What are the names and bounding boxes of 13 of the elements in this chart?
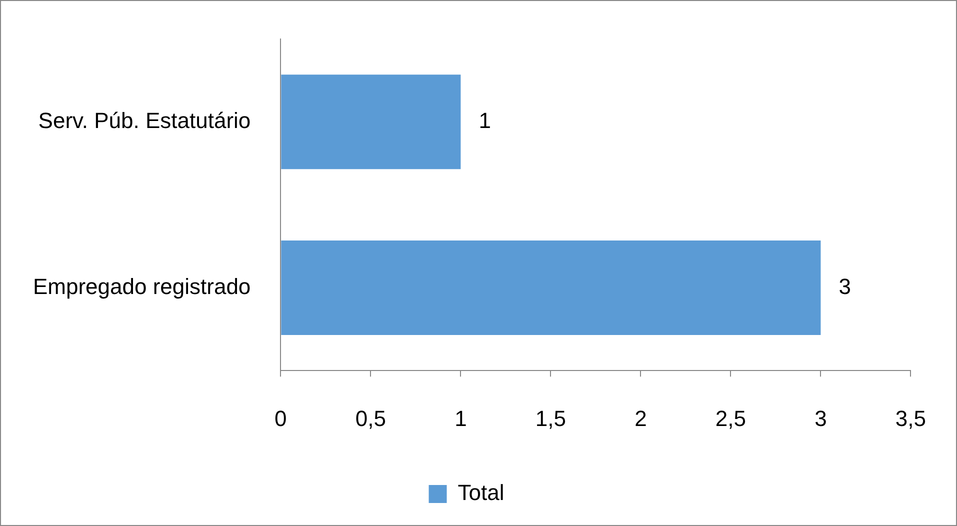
data-label: 1	[478, 108, 491, 133]
x-tick-label: 1,5	[535, 406, 566, 431]
data-label: 3	[838, 274, 851, 299]
x-tick-label: 3,5	[895, 406, 926, 431]
x-tick-label: 2,5	[715, 406, 746, 431]
x-tick-label: 3	[814, 406, 827, 431]
y-tick-label: Empregado registrado	[32, 274, 251, 299]
legend-label: Total	[458, 480, 504, 506]
x-tick-label: 2	[634, 406, 647, 431]
x-tick-label: 0	[274, 406, 287, 431]
y-tick-label: Serv. Púb. Estatutário	[38, 108, 251, 133]
x-tick-label: 0,5	[355, 406, 386, 431]
x-tick-label: 1	[454, 406, 467, 431]
